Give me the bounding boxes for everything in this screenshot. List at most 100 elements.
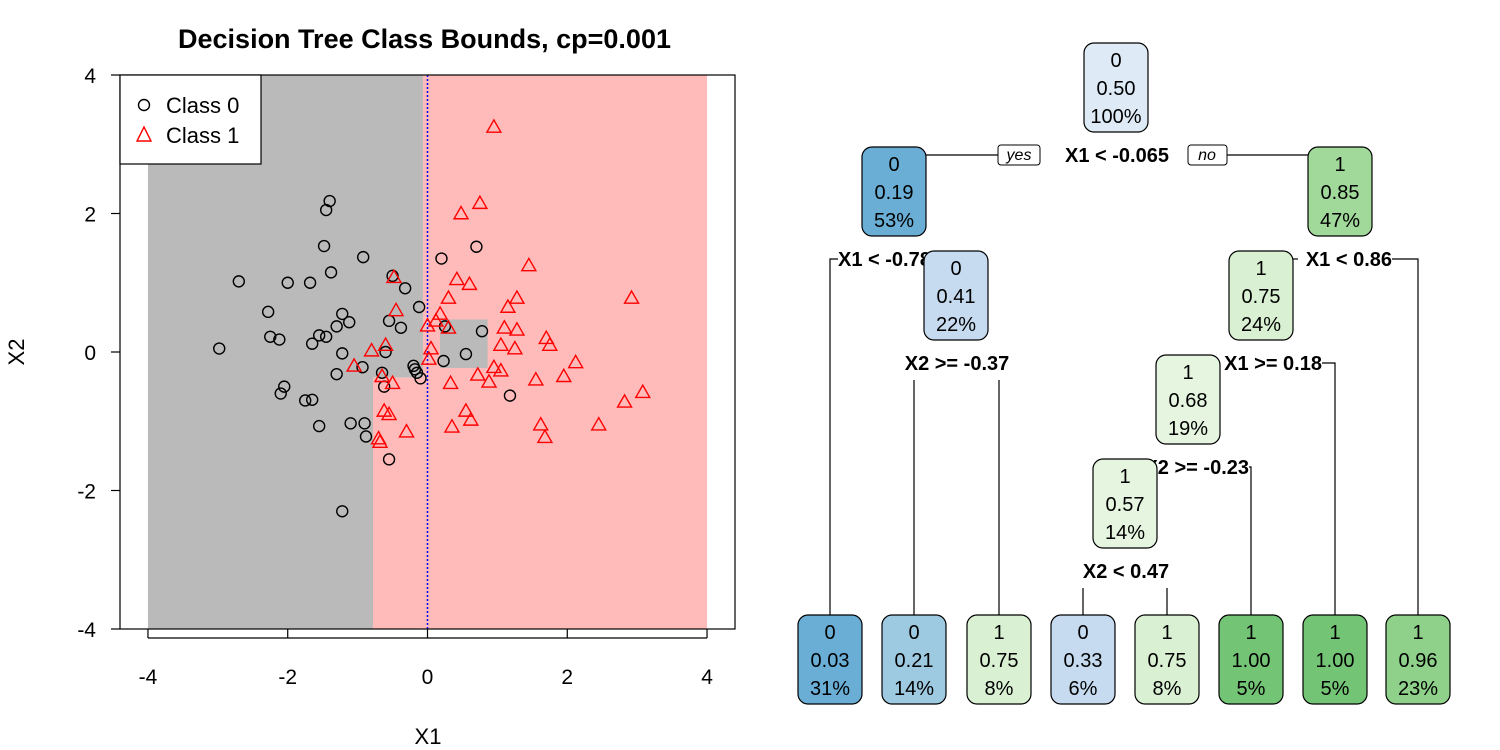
node-class-leaf1: 0 — [824, 622, 835, 644]
node-prob-leaf2: 0.21 — [895, 650, 934, 672]
split-label-R: X1 < 0.86 — [1306, 249, 1392, 271]
split-label-RL: X1 >= 0.18 — [1224, 353, 1322, 375]
x-tick-label: -4 — [139, 666, 158, 689]
yes-label: yes — [1006, 147, 1032, 164]
x-tick-label: 4 — [701, 666, 713, 689]
edge-R-right — [1392, 258, 1419, 615]
point-class1-35 — [616, 393, 633, 408]
point-class1-16 — [508, 321, 526, 336]
tree-node-root — [1083, 42, 1149, 133]
point-class0-14 — [312, 329, 326, 342]
node-class-leaf4: 0 — [1077, 622, 1088, 644]
class-region-0-0 — [147, 75, 373, 629]
point-class1-34 — [590, 416, 607, 431]
no-label: no — [1198, 147, 1216, 164]
node-pct-leaf7: 5% — [1321, 678, 1350, 700]
point-class0-38 — [414, 372, 427, 385]
tree-node-RLL — [1155, 354, 1221, 445]
point-class0-19 — [336, 347, 349, 360]
point-class1-37 — [623, 289, 640, 304]
node-prob-root: 0.50 — [1097, 78, 1136, 100]
node-pct-RLLL: 14% — [1105, 522, 1145, 544]
point-class1-43 — [373, 367, 391, 383]
tree-node-R — [1307, 146, 1373, 237]
point-class0-3 — [357, 250, 370, 264]
split-label-RLL: X2 >= -0.23 — [1144, 457, 1249, 479]
tree-node-leaf4 — [1050, 614, 1116, 705]
node-prob-leaf5: 0.75 — [1148, 650, 1187, 672]
node-pct-leaf5: 8% — [1153, 678, 1182, 700]
tree-node-leaf2 — [881, 614, 947, 705]
point-class1-5 — [448, 270, 466, 286]
point-class0-12 — [264, 330, 277, 343]
point-class1-6 — [440, 289, 457, 304]
node-pct-R: 47% — [1320, 210, 1360, 232]
point-class1-7 — [508, 289, 526, 304]
point-class1-38 — [385, 268, 403, 284]
node-class-RL: 1 — [1255, 258, 1266, 280]
tree-node-leaf7 — [1302, 614, 1368, 705]
split-label-LR: X2 >= -0.37 — [905, 353, 1010, 375]
point-class1-42 — [384, 374, 401, 390]
point-class1-10 — [427, 312, 445, 327]
point-class1-39 — [387, 302, 405, 317]
tree-node-leaf1 — [797, 614, 863, 705]
point-class1-17 — [492, 336, 510, 352]
point-class1-48 — [398, 423, 415, 438]
point-class1-12 — [422, 340, 440, 355]
x-tick-label: 0 — [422, 666, 434, 689]
legend-marker-class0 — [137, 98, 151, 112]
point-class0-26 — [312, 419, 326, 433]
node-pct-RLL: 19% — [1168, 418, 1208, 440]
point-class0-44 — [470, 240, 483, 253]
point-class0-8 — [386, 269, 399, 283]
point-class0-17 — [305, 337, 319, 350]
point-class0-6 — [281, 276, 294, 289]
node-prob-leaf6: 1.00 — [1232, 650, 1271, 672]
point-class0-43 — [459, 347, 473, 361]
point-class1-8 — [499, 298, 517, 313]
class-region-0-4 — [440, 319, 488, 368]
split-label-root: X1 < -0.065 — [1065, 145, 1169, 167]
tree-node-leaf8 — [1385, 614, 1451, 705]
point-class0-31 — [379, 345, 392, 359]
tree-node-L — [861, 146, 927, 237]
point-class1-27 — [480, 373, 498, 388]
node-pct-RL: 24% — [1241, 314, 1281, 336]
node-prob-leaf8: 0.96 — [1399, 650, 1438, 672]
point-class1-32 — [532, 416, 549, 431]
node-prob-LR: 0.41 — [937, 286, 976, 308]
legend-label-class0: Class 0 — [166, 93, 239, 118]
point-class1-25 — [485, 358, 503, 374]
node-pct-LR: 22% — [936, 314, 976, 336]
point-class1-24 — [492, 362, 510, 377]
point-class1-15 — [496, 319, 513, 334]
split-label-L: X1 < -0.78 — [838, 249, 931, 271]
point-class0-13 — [273, 333, 286, 346]
point-class0-24 — [298, 394, 312, 407]
point-class0-20 — [330, 367, 343, 381]
point-class0-21 — [356, 361, 369, 374]
point-class1-14 — [440, 319, 457, 334]
node-prob-R: 0.85 — [1321, 182, 1360, 204]
point-class1-18 — [506, 340, 524, 355]
point-class0-7 — [303, 276, 317, 289]
point-class1-26 — [469, 366, 487, 381]
node-class-leaf2: 0 — [908, 622, 919, 644]
node-prob-leaf4: 0.33 — [1064, 650, 1103, 672]
node-prob-RL: 0.75 — [1242, 286, 1281, 308]
node-class-RLLL: 1 — [1119, 466, 1130, 488]
node-prob-RLL: 0.68 — [1169, 390, 1208, 412]
point-class1-0 — [485, 118, 503, 133]
point-class1-11 — [419, 317, 436, 332]
y-tick-label: 4 — [84, 65, 96, 88]
point-class1-9 — [431, 305, 449, 320]
point-class0-4 — [324, 266, 338, 279]
point-class1-1 — [471, 194, 489, 210]
x-tick-label: 2 — [561, 666, 573, 689]
point-class0-1 — [319, 203, 333, 217]
node-class-root: 0 — [1110, 50, 1121, 72]
node-pct-leaf4: 6% — [1069, 678, 1098, 700]
point-class0-47 — [382, 453, 396, 466]
